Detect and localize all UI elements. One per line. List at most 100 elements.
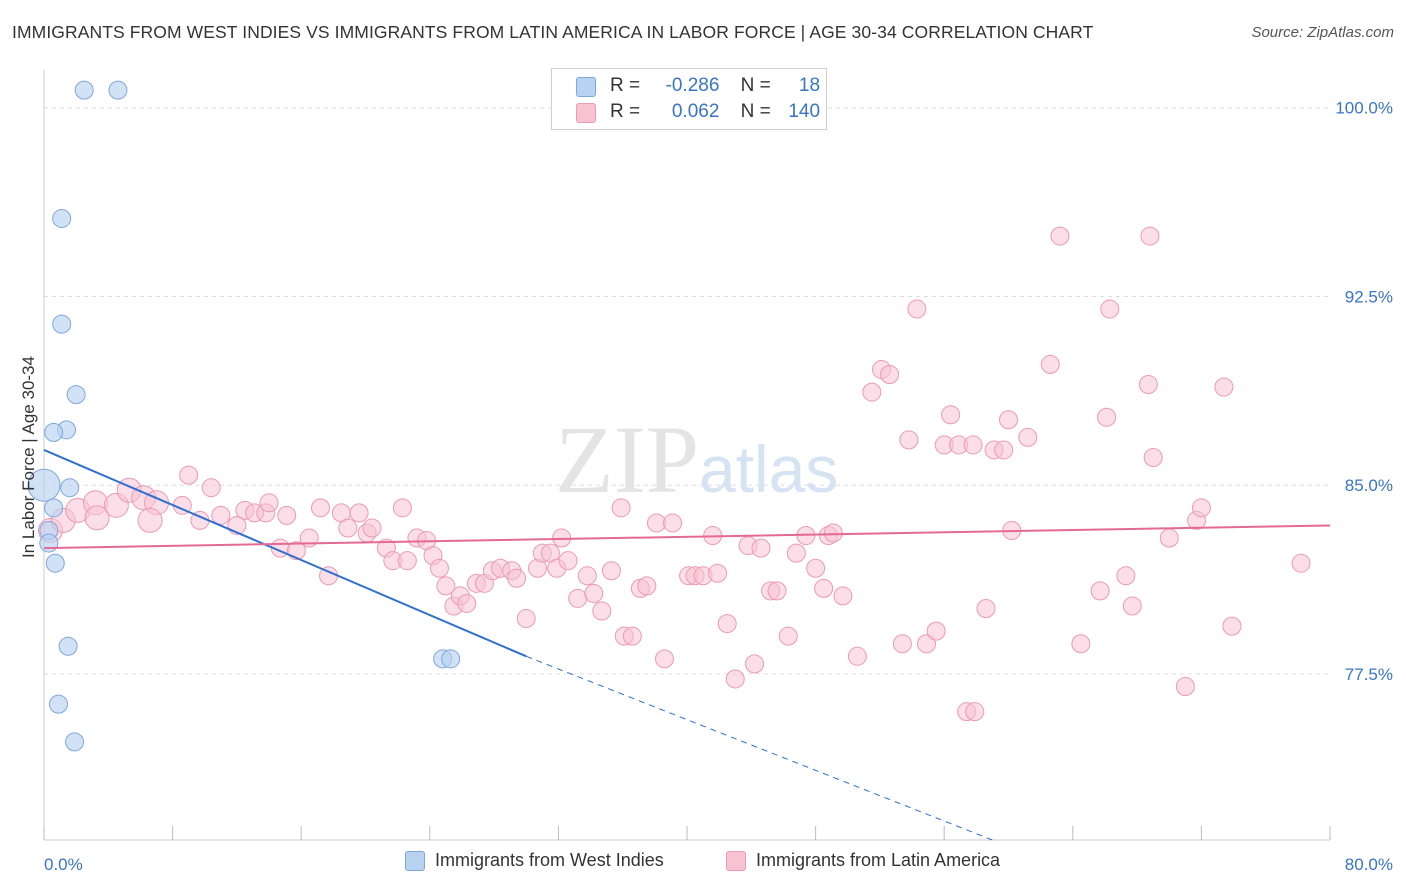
latin-america-point (1097, 407, 1117, 427)
latin-america-point (1175, 677, 1195, 697)
latin-america-point (1222, 616, 1242, 636)
latin-america-point (1140, 226, 1160, 246)
west-indies-point (27, 468, 61, 502)
latin-america-point (310, 498, 330, 518)
west-indies-point (65, 732, 85, 752)
latin-america-point (507, 568, 527, 588)
grid-layer (44, 107, 1330, 675)
latin-america-point (1040, 354, 1060, 374)
latin-america-point (1122, 596, 1142, 616)
latin-america-point (1116, 566, 1136, 586)
latin-america-point (725, 669, 745, 689)
y-axis-label: In Labor Force | Age 30-34 (19, 356, 38, 558)
latin-america-point (568, 588, 588, 608)
latin-america-point (392, 498, 412, 518)
west-indies-point (441, 649, 461, 669)
west-indies-point (66, 385, 86, 405)
latin-america-points (37, 226, 1311, 722)
latin-america-point (179, 465, 199, 485)
west-indies-point (45, 553, 65, 573)
latin-america-point (708, 563, 728, 583)
latin-america-point (622, 626, 642, 646)
latin-america-point (1159, 528, 1179, 548)
legend-item-west-indies[interactable]: Immigrants from West Indies (405, 850, 664, 871)
latin-america-point (1291, 553, 1311, 573)
latin-america-point (663, 513, 683, 533)
n-label: N = (740, 101, 771, 122)
y-tick-label: 92.5% (1345, 287, 1393, 306)
latin-america-point (976, 598, 996, 618)
latin-america-point (577, 566, 597, 586)
latin-america-point (1100, 299, 1120, 319)
latin-america-point (558, 551, 578, 571)
latin-america-point (926, 621, 946, 641)
latin-america-point (1143, 448, 1163, 468)
watermark: ZIPatlas (555, 406, 838, 513)
stats-legend: R = -0.286 N = 18 R = 0.062 N = 140 (551, 68, 827, 130)
r-label: R = (610, 75, 641, 96)
latin-america-point (1191, 498, 1211, 518)
latin-america-point (1090, 581, 1110, 601)
tick-labels: 77.5% 85.0% 92.5% 100.0% 0.0% 80.0% (44, 99, 1393, 874)
latin-america-point (601, 561, 621, 581)
latin-america-point (899, 430, 919, 450)
latin-america-point (349, 503, 369, 523)
latin-america-point (717, 614, 737, 634)
latin-america-point (338, 518, 358, 538)
r-value: 0.062 (671, 101, 720, 122)
latin-america-point (584, 583, 604, 603)
latin-america-point (814, 578, 834, 598)
latin-america-point (277, 505, 297, 525)
y-tick-label: 100.0% (1335, 99, 1393, 118)
y-tick-label: 85.0% (1345, 476, 1393, 495)
latin-america-point (1018, 427, 1038, 447)
latin-america-point (259, 493, 279, 513)
west-indies-point (48, 694, 68, 714)
latin-america-point (592, 601, 612, 621)
latin-america-point (892, 634, 912, 654)
west-indies-trend-extension (526, 655, 993, 841)
n-label: N = (740, 75, 771, 96)
west-indies-point (52, 208, 72, 228)
latin-america-point (786, 543, 806, 563)
latin-america-point (637, 576, 657, 596)
r-label: R = (610, 101, 641, 122)
r-value: -0.286 (665, 75, 720, 96)
west-indies-trend-line (43, 449, 527, 658)
latin-america-point (833, 586, 853, 606)
latin-america-point (137, 507, 163, 533)
latin-america-point (646, 513, 666, 533)
legend-label: Immigrants from Latin America (756, 850, 1001, 870)
latin-america-point (907, 299, 927, 319)
n-value: 18 (798, 75, 821, 96)
west-indies-point (39, 533, 59, 553)
legend-item-latin-america[interactable]: Immigrants from Latin America (726, 850, 1000, 871)
latin-america-point (823, 523, 843, 543)
west-indies-point (58, 636, 78, 656)
latin-america-point (516, 609, 536, 629)
latin-america-point (767, 581, 787, 601)
latin-america-point (751, 538, 771, 558)
legend: Immigrants from West Indies Immigrants f… (0, 850, 1406, 880)
axes-layer (43, 70, 1331, 841)
west-indies-point (108, 80, 128, 100)
latin-america-point (1214, 377, 1234, 397)
west-indies-point (44, 422, 64, 442)
west-indies-swatch (405, 850, 425, 871)
latin-america-point (941, 405, 961, 425)
latin-america-point (1050, 226, 1070, 246)
x-tick-label: 0.0% (44, 855, 83, 874)
latin-america-point (397, 551, 417, 571)
y-tick-label: 77.5% (1345, 665, 1393, 684)
latin-america-point (745, 654, 765, 674)
west-indies-swatch (576, 77, 596, 97)
latin-america-point (362, 518, 382, 538)
west-indies-point (44, 498, 64, 518)
latin-america-point (963, 435, 983, 455)
latin-america-point (1071, 634, 1091, 654)
latin-america-trend-line (43, 524, 1331, 550)
latin-america-point (457, 593, 477, 613)
latin-america-point (436, 576, 456, 596)
latin-america-point (201, 478, 221, 498)
west-indies-point (52, 314, 72, 334)
